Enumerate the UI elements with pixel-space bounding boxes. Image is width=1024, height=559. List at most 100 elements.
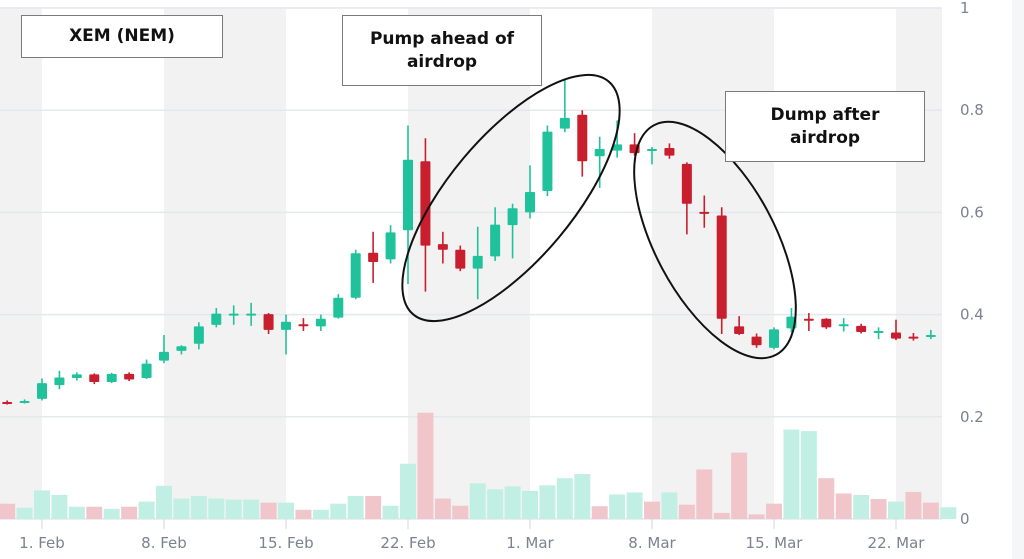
candle-body <box>159 351 169 361</box>
candle <box>891 319 901 341</box>
candle-body <box>315 318 326 327</box>
candle <box>542 125 553 197</box>
candle-body <box>141 363 152 378</box>
volume-bar <box>539 485 556 519</box>
candle-body <box>281 321 291 330</box>
candle-body <box>124 373 135 380</box>
candle <box>751 333 762 348</box>
candle-body <box>176 346 187 351</box>
dump-annotation: Dump after airdrop <box>725 91 925 162</box>
volume-bar <box>678 504 695 519</box>
title-annotation: XEM (NEM) <box>21 15 223 58</box>
candle-body <box>472 255 483 269</box>
volume-bar <box>34 490 50 519</box>
x-tick-label: 8. Feb <box>141 534 187 552</box>
volume-bar <box>68 506 85 519</box>
volume-bar <box>365 496 382 519</box>
candle-body <box>420 161 431 246</box>
candle <box>908 332 919 341</box>
volume-bar <box>818 478 835 519</box>
candle-body <box>612 144 623 151</box>
candle <box>612 120 623 158</box>
candle-body <box>873 330 884 333</box>
volume-bar <box>609 494 626 519</box>
volume-bar <box>260 502 277 519</box>
volume-bar <box>190 496 207 519</box>
candle-body <box>699 211 710 214</box>
candle <box>385 225 396 264</box>
candle-body <box>577 114 588 162</box>
week-band <box>164 8 286 519</box>
volume-bar <box>330 503 347 519</box>
y-tick-label: 0.6 <box>960 203 984 221</box>
volume-bar <box>696 469 713 519</box>
week-band <box>0 8 42 519</box>
candle <box>856 323 867 334</box>
candle <box>699 195 710 228</box>
volume-bar <box>156 485 172 519</box>
candle-body <box>490 224 501 257</box>
volume-bar <box>574 474 591 519</box>
x-tick-label: 22. Mar <box>868 534 926 552</box>
volume-bar <box>278 502 294 519</box>
volume-bar <box>16 507 33 519</box>
candle <box>437 231 448 264</box>
candle <box>124 372 135 382</box>
candle <box>263 313 274 335</box>
candle <box>368 231 379 283</box>
candle-body <box>925 335 936 338</box>
volume-bar <box>522 490 538 519</box>
x-tick-label: 1. Feb <box>19 534 65 552</box>
candle <box>333 294 344 319</box>
y-tick-label: 0.2 <box>960 408 984 426</box>
candle-body <box>54 377 65 386</box>
candle-body <box>333 297 344 318</box>
candle <box>716 207 727 335</box>
volume-bars <box>0 412 957 519</box>
dump-ellipse <box>633 120 797 360</box>
x-tick-label: 15. Mar <box>746 534 804 552</box>
candle-body <box>106 373 117 383</box>
x-tick-label: 1. Mar <box>506 534 554 552</box>
candle-body <box>891 332 901 339</box>
candle-body <box>681 163 692 204</box>
candle-body <box>263 314 274 330</box>
candle <box>298 318 309 331</box>
volume-bar <box>243 499 260 519</box>
candle <box>37 378 47 401</box>
volume-bar <box>469 483 486 519</box>
candle <box>838 318 849 332</box>
volume-bar <box>731 452 748 519</box>
candle <box>769 327 779 350</box>
volume-bar <box>138 501 155 519</box>
volume-bar <box>51 494 68 519</box>
pump-annotation: Pump ahead of airdrop <box>342 15 542 86</box>
candle-body <box>19 400 30 403</box>
candle-body <box>71 374 82 378</box>
candle <box>594 136 605 188</box>
candle-body <box>507 208 518 226</box>
volume-bar <box>766 503 782 519</box>
candle-body <box>716 215 727 319</box>
volume-bar <box>225 499 242 519</box>
volume-bar <box>556 478 573 519</box>
week-band <box>896 8 942 519</box>
candle <box>281 314 291 355</box>
volume-bar <box>86 506 103 519</box>
candle-body <box>908 336 919 339</box>
candle <box>403 125 413 284</box>
y-tick-label: 0 <box>960 510 970 528</box>
x-axis: 1. Feb 8. Feb 15. Feb 22. Feb 1. Mar 8. Mar 15… <box>19 519 925 552</box>
candle <box>2 400 13 405</box>
volume-bar <box>487 489 504 519</box>
candle <box>803 313 814 331</box>
candle <box>681 162 692 235</box>
y-tick-label: 0.4 <box>960 306 984 324</box>
volume-bar <box>940 507 957 519</box>
volume-bar <box>417 412 434 519</box>
candle <box>193 322 204 350</box>
candle-body <box>350 253 361 298</box>
volume-bar <box>835 493 852 519</box>
candle-body <box>821 318 832 328</box>
candle-body <box>298 324 309 327</box>
